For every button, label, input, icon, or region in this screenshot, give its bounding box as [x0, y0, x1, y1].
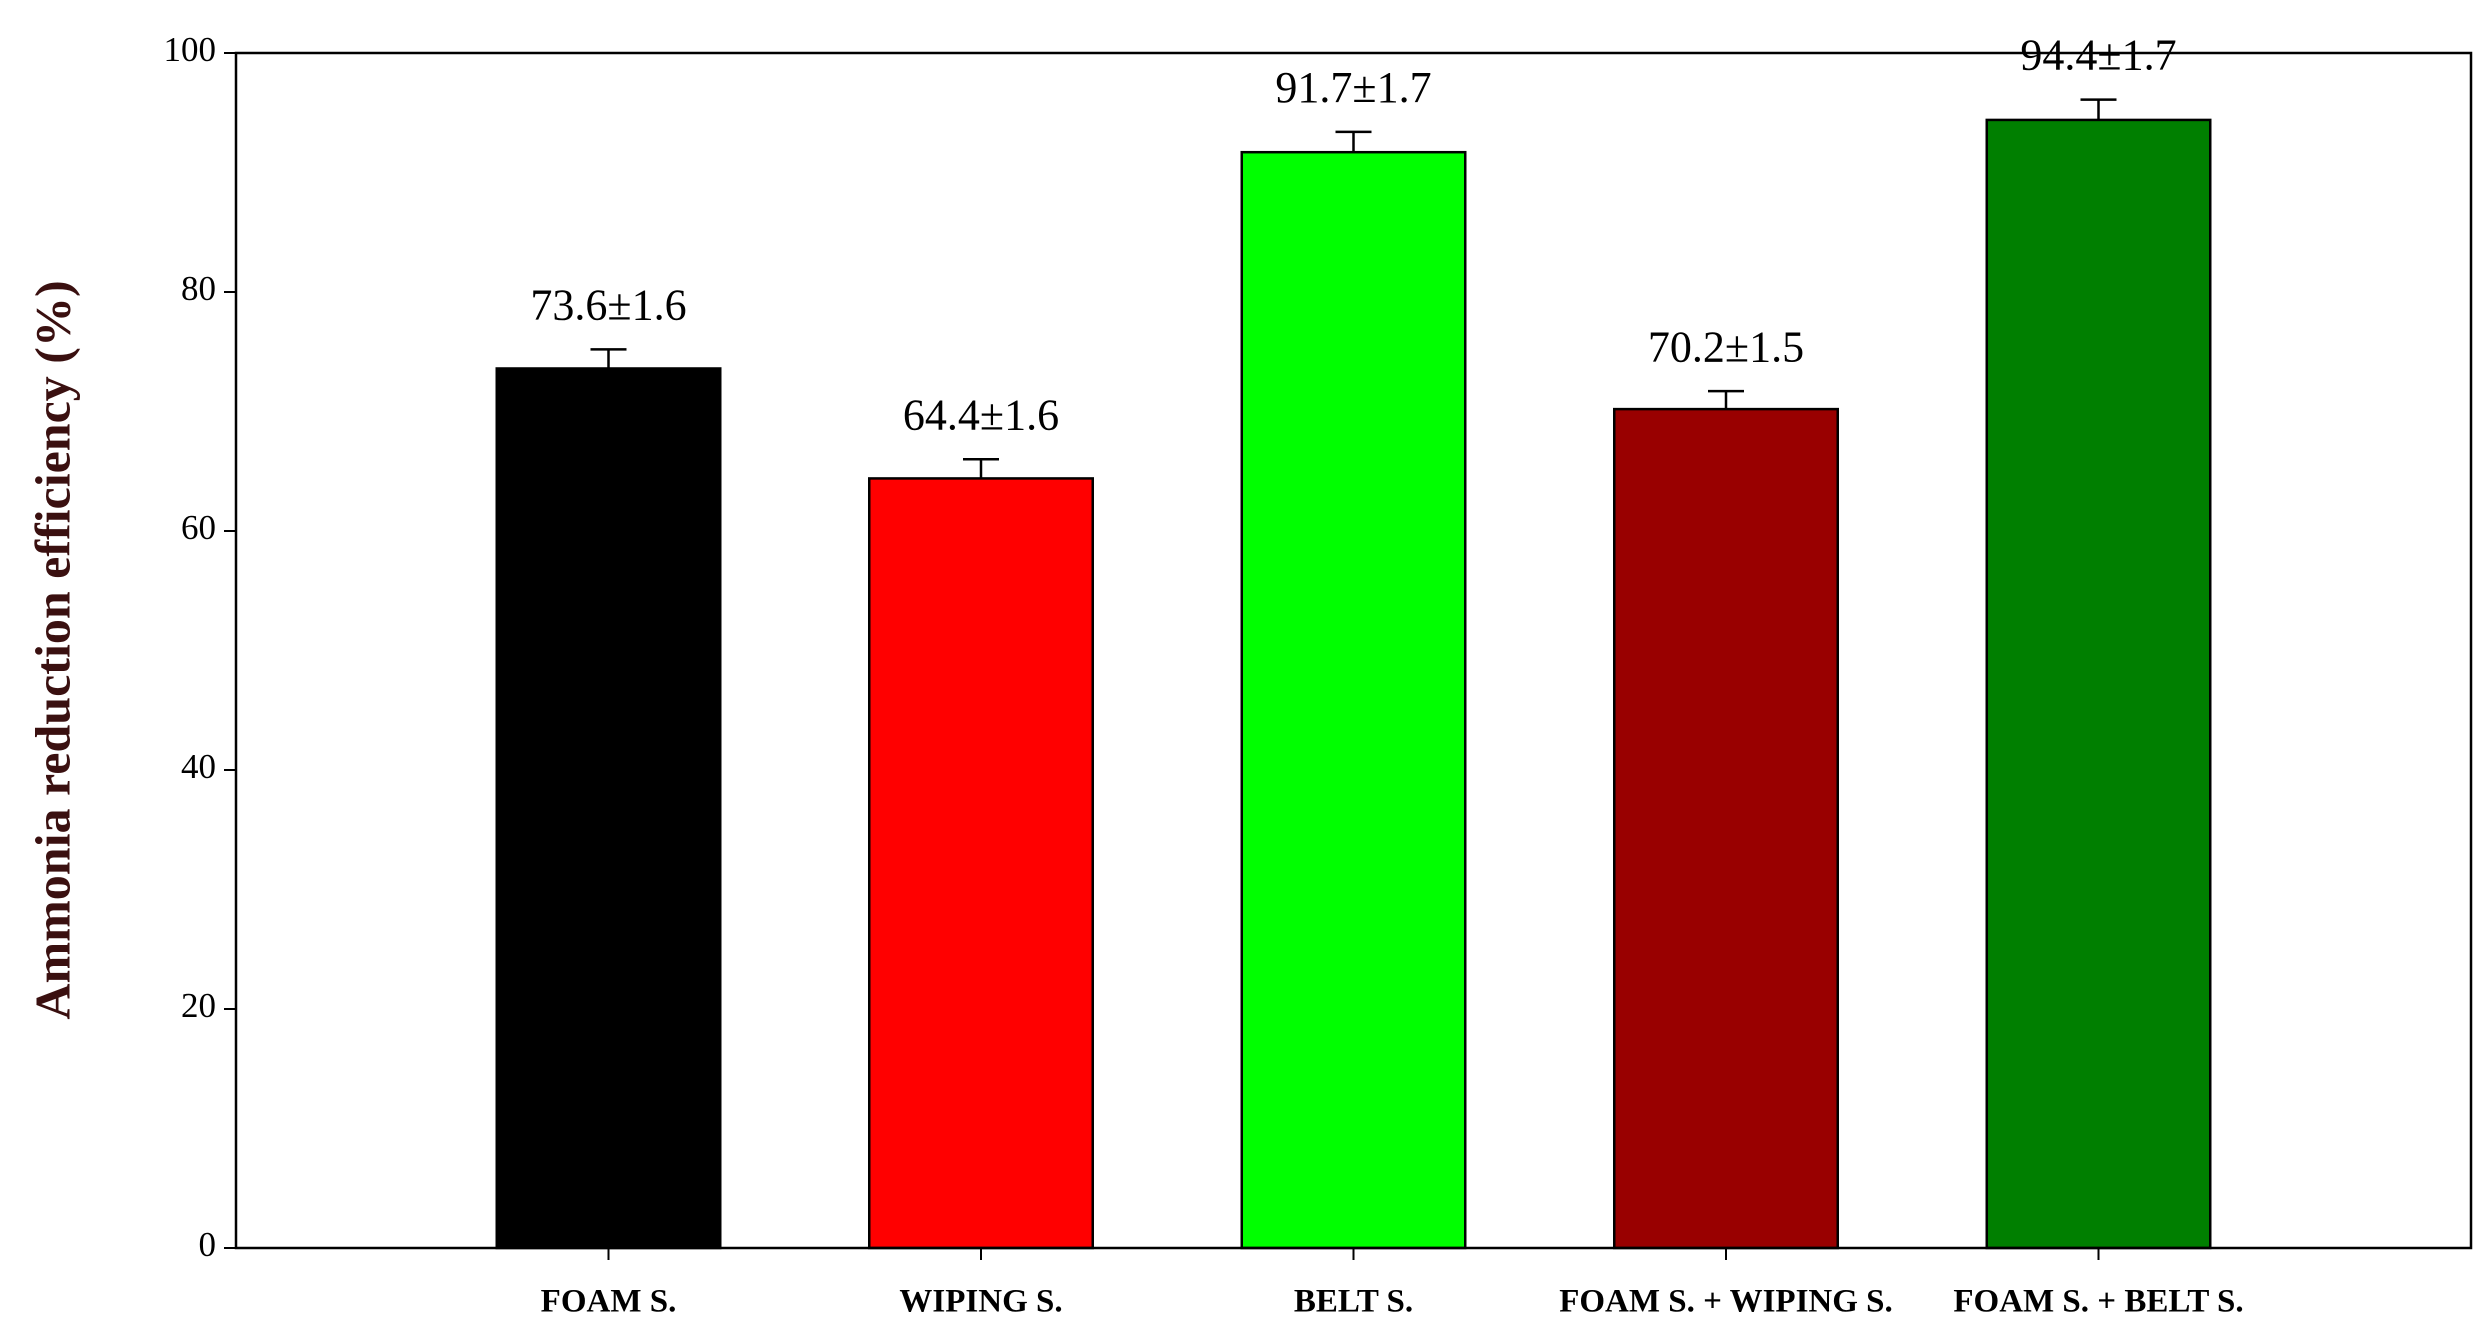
y-tick-label: 80 [181, 269, 216, 308]
bar [1613, 407, 1839, 1250]
y-tick-label: 60 [181, 508, 216, 547]
y-tick-label: 40 [181, 747, 216, 786]
bar [868, 477, 1094, 1250]
bar [495, 367, 722, 1250]
y-axis-title: Ammonia reduction efficiency (%) [24, 280, 80, 1019]
y-tick-label: 20 [181, 986, 216, 1025]
x-tick-label: WIPING S. [899, 1284, 1062, 1320]
value-label: 73.6±1.6 [530, 280, 686, 329]
value-label: 70.2±1.5 [1648, 322, 1804, 371]
value-label: 94.4±1.7 [2020, 31, 2176, 80]
bar [1985, 118, 2212, 1250]
x-tick-label: FOAM S. + WIPING S. [1559, 1284, 1893, 1320]
x-tick-label: BELT S. [1294, 1284, 1413, 1320]
value-label: 91.7±1.7 [1275, 63, 1431, 112]
y-tick-label: 0 [199, 1225, 217, 1264]
x-tick-label: FOAM S. + BELT S. [1953, 1284, 2243, 1320]
y-tick-label: 100 [164, 30, 217, 69]
x-tick-label: FOAM S. [541, 1284, 677, 1320]
bar [1240, 150, 1467, 1250]
plot-frame [234, 51, 2473, 1250]
value-label: 64.4±1.6 [903, 390, 1059, 439]
